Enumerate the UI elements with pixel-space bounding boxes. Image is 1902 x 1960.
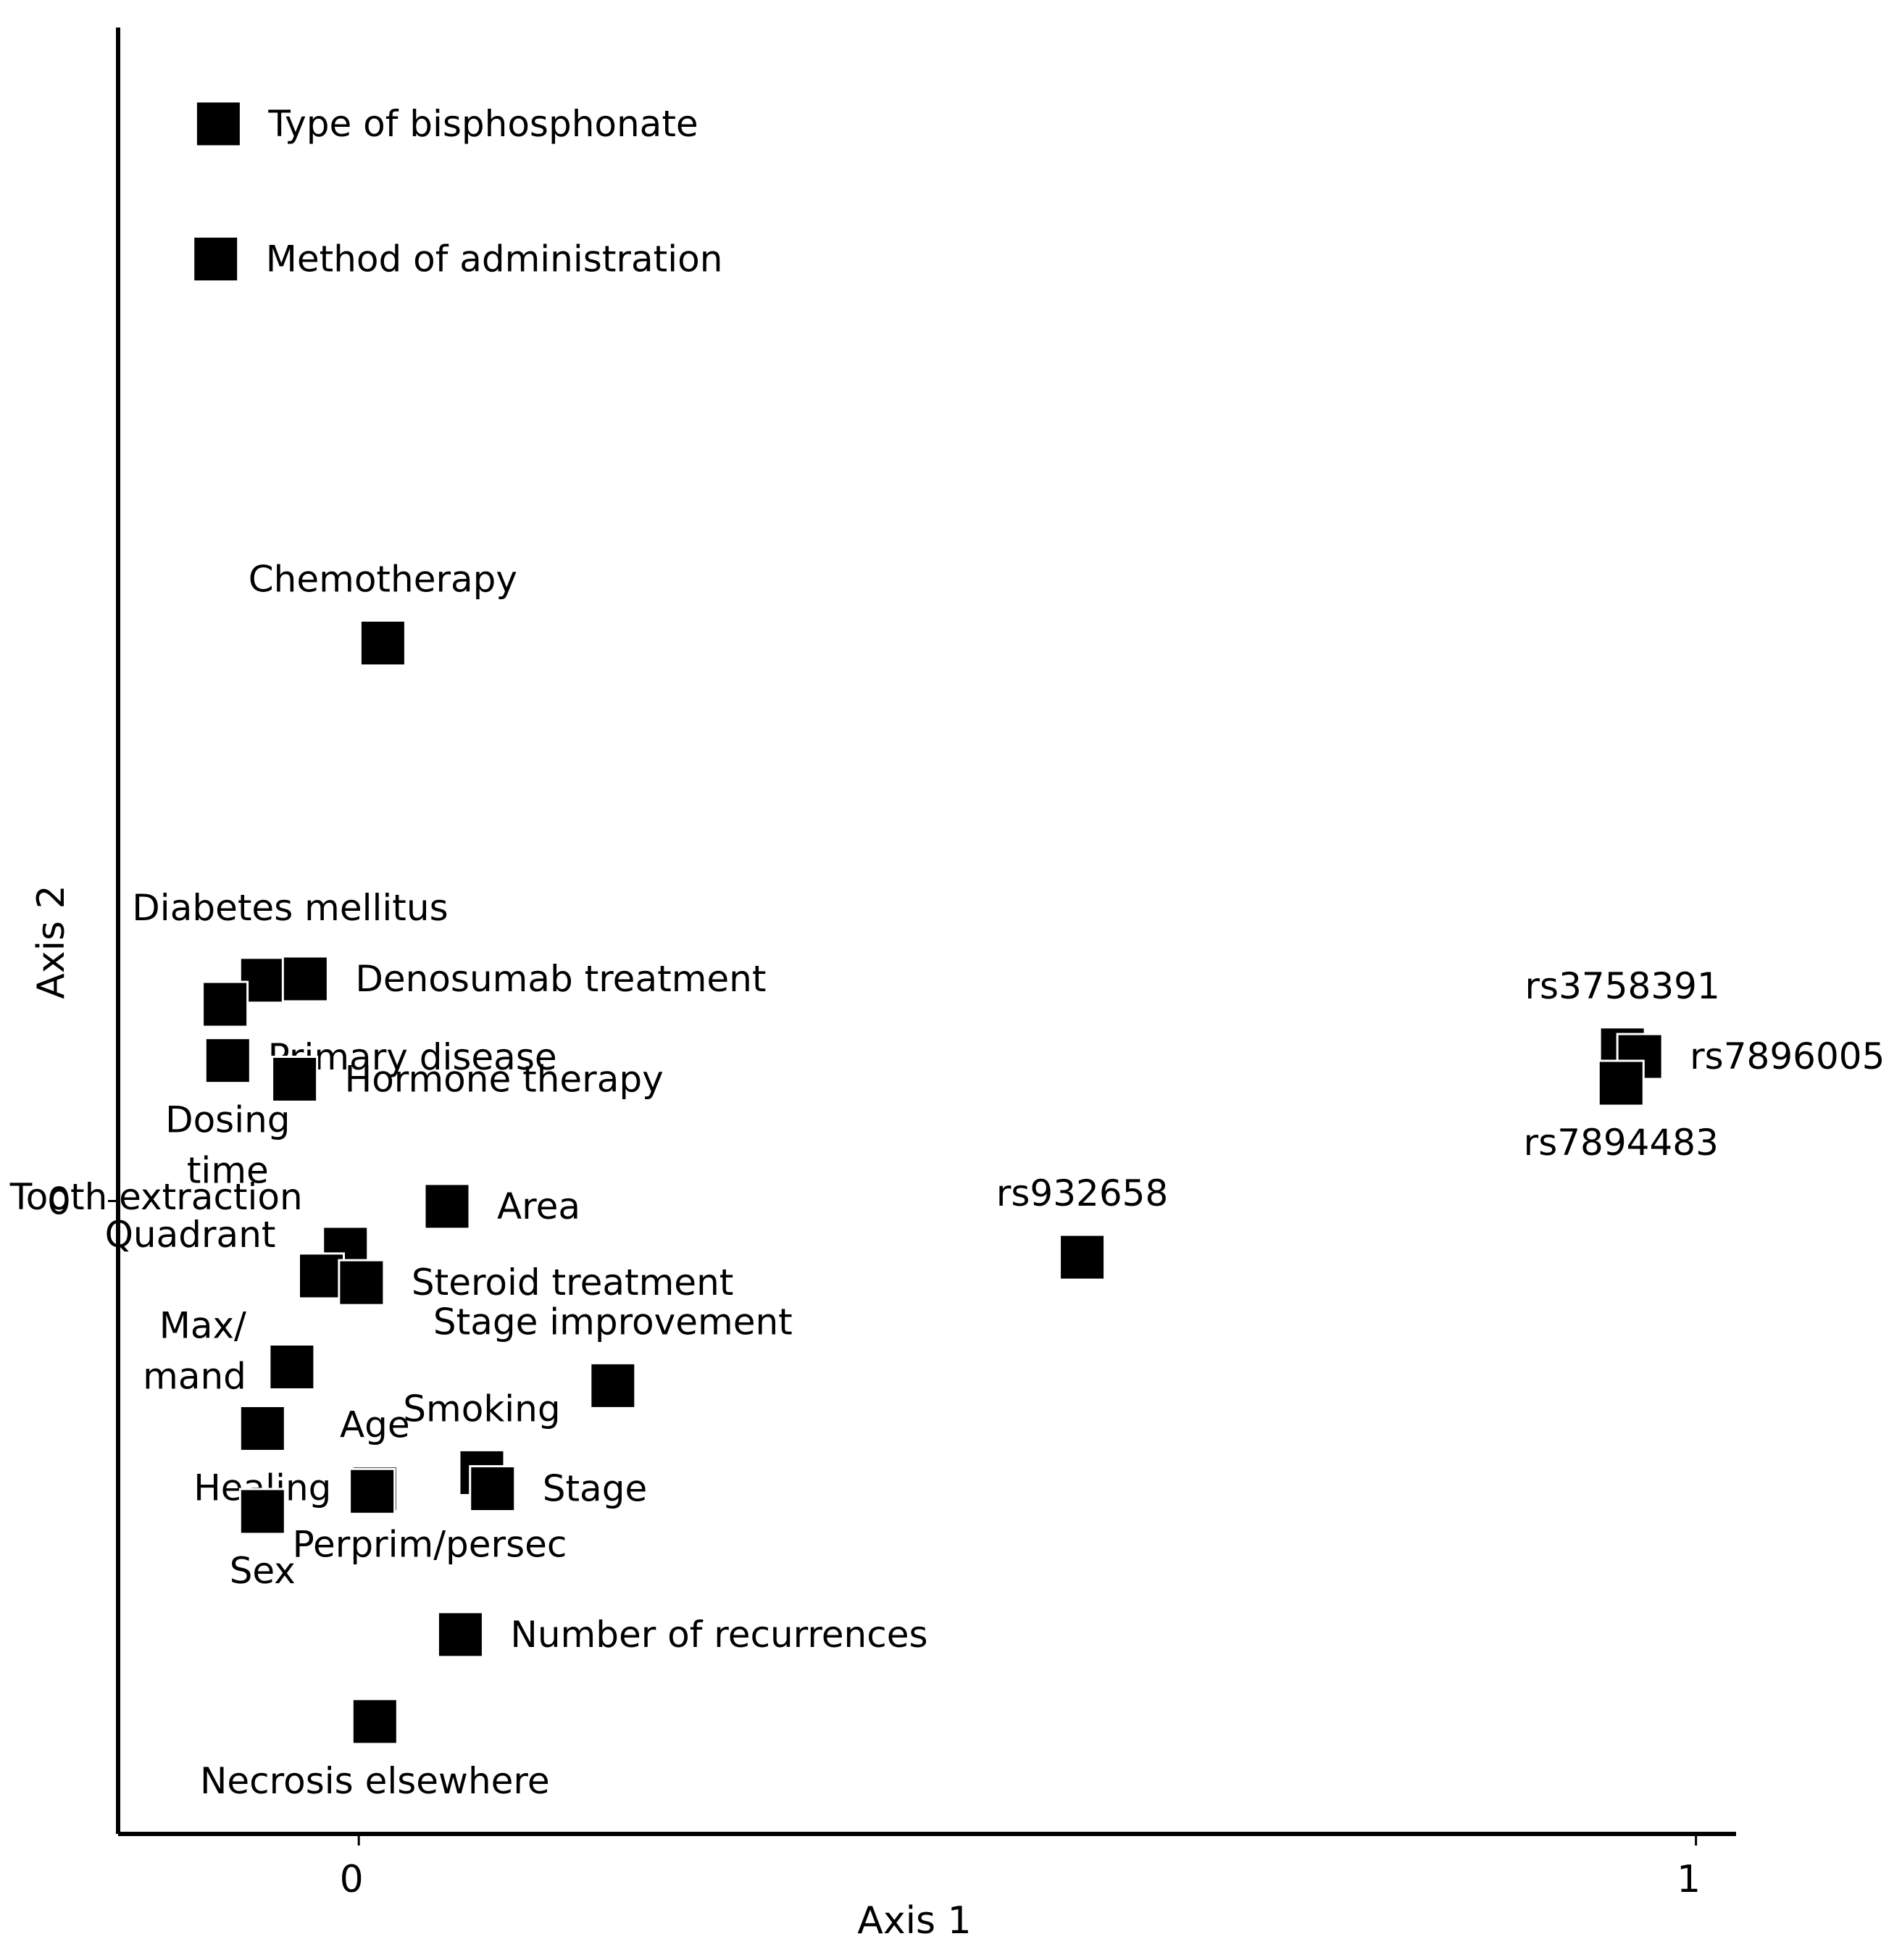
point-marker	[201, 980, 249, 1028]
point-marker	[436, 1611, 484, 1659]
point-label: Steroid treatment	[412, 1262, 734, 1304]
point-label: rs3758391	[1524, 965, 1719, 1007]
data-point: Dosing time	[165, 1037, 291, 1192]
point-marker	[1597, 1059, 1645, 1107]
data-point: Necrosis elsewhere	[200, 1698, 550, 1802]
point-label: Denosumab treatment	[355, 958, 766, 1000]
point-label: rs7894483	[1524, 1122, 1719, 1164]
point-label: Number of recurrences	[510, 1614, 927, 1656]
point-label: Tooth extraction	[9, 1176, 303, 1218]
data-point: rs7894483	[1524, 1059, 1719, 1164]
data-point: Area	[423, 1183, 580, 1230]
point-label: Age	[340, 1404, 410, 1446]
point-label: Smoking	[403, 1388, 560, 1430]
point-label: Dosing	[165, 1099, 290, 1141]
data-point: Hormone therapy	[271, 1055, 664, 1103]
point-marker	[268, 1343, 316, 1391]
point-label: time	[187, 1150, 269, 1192]
data-point: Method of administration	[192, 235, 723, 283]
point-label: Stage	[543, 1468, 647, 1510]
data-point: rs7896005	[1616, 1033, 1885, 1080]
data-point: Perprim/persec	[293, 1467, 567, 1565]
point-marker	[338, 1259, 385, 1306]
data-point: Stage improvement	[433, 1301, 793, 1409]
point-marker	[238, 1404, 286, 1452]
data-point: rs932658	[996, 1172, 1168, 1281]
data-point: Chemotherapy	[249, 558, 517, 667]
data-points: Type of bisphosphonate Method of administ…	[9, 100, 1885, 1802]
point-marker	[238, 1488, 286, 1535]
x-tick-label: 1	[1677, 1858, 1701, 1901]
data-point: Type of bisphosphonate	[194, 100, 698, 148]
point-label: Hormone therapy	[345, 1058, 664, 1100]
axes	[116, 28, 1736, 1836]
point-marker	[194, 100, 242, 148]
y-tick-label: 0	[47, 1180, 71, 1224]
x-axis-title: Axis 1	[857, 1899, 972, 1943]
data-point: Denosumab treatment	[281, 955, 766, 1003]
point-label: rs7896005	[1690, 1035, 1885, 1077]
data-point: Steroid treatment	[338, 1259, 734, 1306]
point-label: Area	[497, 1185, 580, 1227]
point-label: Stage improvement	[433, 1301, 793, 1343]
point-label: Necrosis elsewhere	[200, 1760, 550, 1802]
point-label: Quadrant	[105, 1214, 276, 1256]
point-label: Sex	[230, 1550, 296, 1592]
point-label: Diabetes mellitus	[132, 887, 448, 929]
point-marker	[1059, 1233, 1106, 1281]
point-marker	[351, 1698, 399, 1746]
point-label: Chemotherapy	[249, 558, 517, 600]
point-label: Max/	[159, 1305, 246, 1347]
data-point: Max/mand	[143, 1305, 316, 1398]
point-label: mand	[143, 1356, 246, 1398]
point-marker	[192, 235, 240, 283]
ticks: 0 1 0	[47, 1180, 1701, 1901]
point-marker	[204, 1037, 251, 1085]
point-marker	[359, 619, 406, 667]
data-point: Sex	[230, 1488, 296, 1592]
point-marker	[423, 1183, 471, 1230]
point-marker	[349, 1467, 396, 1515]
point-marker	[469, 1465, 517, 1513]
point-label: Perprim/persec	[293, 1523, 567, 1565]
point-marker	[281, 955, 329, 1003]
y-axis-title: Axis 2	[30, 885, 73, 999]
data-point: Number of recurrences	[436, 1611, 928, 1659]
point-marker	[298, 1252, 346, 1300]
point-label: Type of bisphosphonate	[267, 103, 698, 145]
data-point: Stage	[469, 1465, 647, 1513]
point-label: rs932658	[996, 1172, 1168, 1214]
point-marker	[589, 1361, 637, 1409]
x-tick-label: 0	[340, 1858, 364, 1901]
data-point: Quadrant	[105, 1214, 346, 1300]
point-marker	[271, 1055, 319, 1103]
point-label: Method of administration	[266, 238, 723, 280]
